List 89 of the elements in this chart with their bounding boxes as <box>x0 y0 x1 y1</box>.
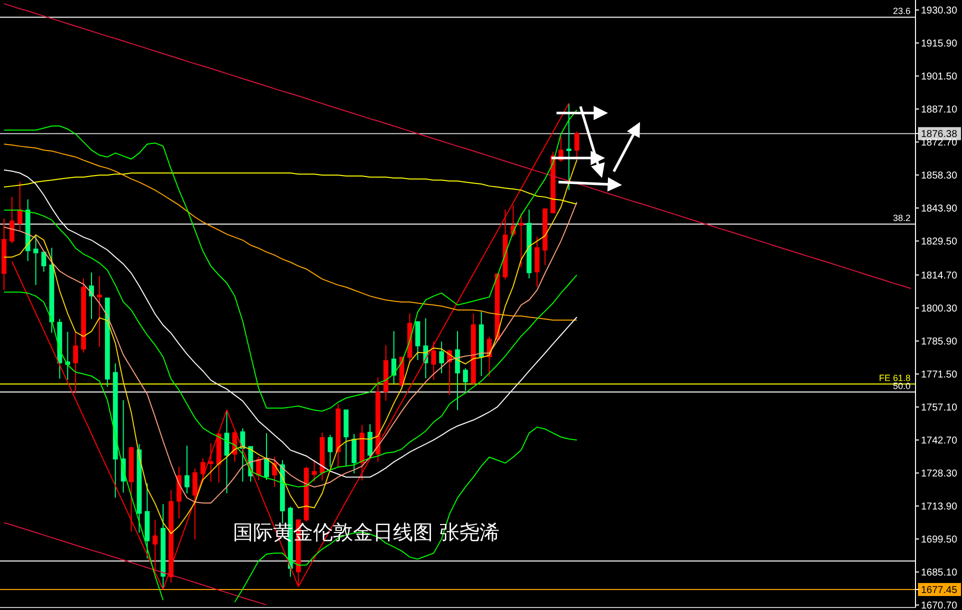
candlestick <box>360 424 364 482</box>
candlestick <box>463 368 468 392</box>
candlestick <box>144 482 150 559</box>
y-tick-label: 1757.10 <box>921 402 958 414</box>
candlestick <box>502 208 508 280</box>
candlestick <box>574 131 580 160</box>
y-tick-label: 1728.30 <box>921 468 958 480</box>
y-tick-label: 1876.38 <box>921 129 958 140</box>
annotation: FE 61.8 <box>879 373 911 383</box>
candlestick <box>344 409 349 467</box>
candlestick <box>312 459 317 482</box>
candlestick <box>526 208 532 279</box>
y-tick-label: 1771.50 <box>921 369 958 380</box>
candlestick <box>336 403 341 468</box>
candlestick <box>470 312 476 386</box>
y-tick-label: 1858.30 <box>921 170 958 182</box>
candlestick <box>25 198 30 262</box>
candlestick <box>352 434 357 474</box>
candlestick <box>160 504 166 590</box>
line-series <box>3 172 578 205</box>
y-tick-label: 1814.70 <box>921 270 958 282</box>
candlestick <box>455 330 460 411</box>
candlestick <box>104 298 110 388</box>
candlestick <box>81 278 86 354</box>
candlestick <box>17 181 22 231</box>
candlestick <box>256 456 262 481</box>
y-tick-label: 1800.30 <box>921 303 958 314</box>
candlestick <box>216 432 222 484</box>
line-series <box>3 3 912 289</box>
y-tick-label: 1930.30 <box>921 6 958 17</box>
candlestick <box>184 445 190 494</box>
candlestick <box>176 466 182 519</box>
candlestick <box>33 234 38 286</box>
y-tick-label: 1915.90 <box>921 38 958 50</box>
y-tick-label: 1901.50 <box>921 72 958 83</box>
candlestick <box>97 276 102 348</box>
candlestick <box>415 321 420 360</box>
candlestick <box>534 236 540 288</box>
candlestick <box>112 362 118 498</box>
candlestick <box>391 330 396 384</box>
y-tick-label: 1677.45 <box>921 584 958 596</box>
candlestick <box>57 318 62 380</box>
y-tick-label: 1843.90 <box>921 204 958 215</box>
candlestick <box>200 458 206 482</box>
y-tick-label: 1872.70 <box>921 138 958 149</box>
candlestick <box>431 341 436 380</box>
candlestick <box>65 331 70 380</box>
candlestick <box>368 424 372 458</box>
candlestick <box>304 466 309 522</box>
candlestick <box>2 218 6 291</box>
annotation: 23.6 <box>893 6 911 16</box>
candlestick <box>49 247 54 334</box>
candlestick <box>136 444 142 534</box>
candlestick <box>518 212 524 268</box>
candlestick <box>328 434 333 468</box>
y-tick-label: 1699.50 <box>921 534 958 546</box>
candlestick <box>168 490 174 584</box>
y-tick-label: 1742.70 <box>921 435 958 446</box>
candlestick <box>73 331 78 394</box>
candlestick <box>383 344 388 402</box>
candlestick <box>128 446 134 532</box>
candlestick <box>240 428 246 482</box>
y-tick-label: 1670.70 <box>921 600 958 610</box>
candlestick <box>224 409 230 494</box>
y-tick-label: 1829.50 <box>921 236 958 248</box>
candlestick <box>272 456 277 488</box>
candlestick <box>9 196 14 244</box>
candlestick <box>566 102 572 190</box>
candlestick <box>41 251 46 272</box>
candlestick <box>439 341 444 374</box>
y-tick-label: 1887.10 <box>921 104 958 116</box>
y-tick-label: 1785.90 <box>921 336 958 348</box>
candlestick <box>478 311 484 377</box>
line-series <box>3 109 578 412</box>
candlestick <box>89 272 94 320</box>
candlestick <box>375 376 380 462</box>
candlestick <box>192 468 198 540</box>
candlestick <box>320 432 325 482</box>
y-tick-label: 1685.10 <box>921 567 958 578</box>
candlestick <box>152 519 158 571</box>
candlestick <box>280 460 285 524</box>
candlestick <box>208 442 214 482</box>
annotation: 38.2 <box>893 213 911 223</box>
candlestick <box>264 432 269 481</box>
line-series <box>11 102 570 590</box>
candlestick <box>120 400 126 494</box>
candlestick <box>542 208 548 266</box>
y-tick-label: 1713.90 <box>921 501 958 512</box>
line-series <box>3 144 578 321</box>
